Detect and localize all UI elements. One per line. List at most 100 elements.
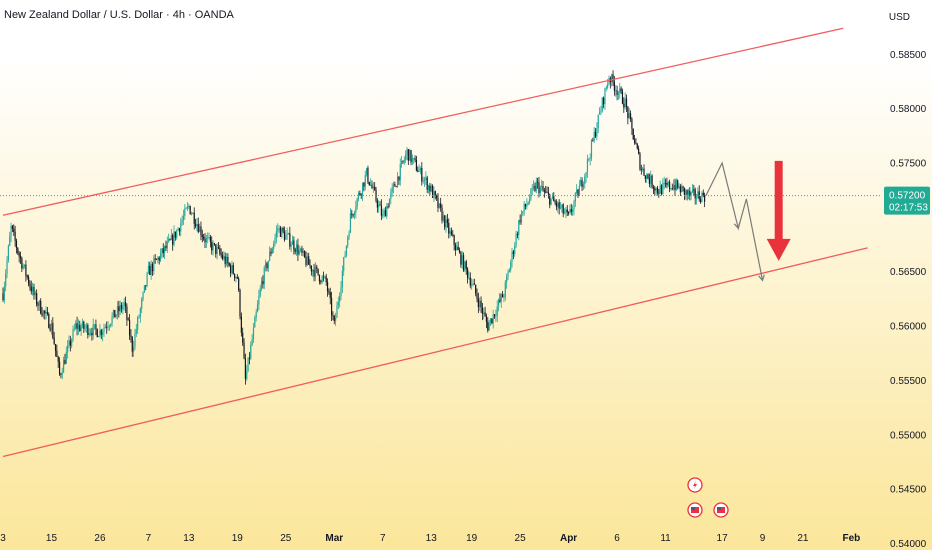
candle-body xyxy=(274,237,276,244)
candle-body xyxy=(37,304,39,306)
candle-body xyxy=(429,185,431,192)
candle-body xyxy=(476,293,478,300)
candle-body xyxy=(104,326,106,329)
candle-body xyxy=(131,337,133,352)
candle-body xyxy=(107,326,109,328)
candle-body xyxy=(120,304,123,310)
candle-body xyxy=(636,144,638,149)
candle-body xyxy=(499,299,501,302)
candle-body xyxy=(235,276,237,279)
x-tick-label: 6 xyxy=(614,533,620,544)
candle-body xyxy=(186,206,189,209)
candle-body xyxy=(40,300,42,314)
candle-body xyxy=(422,180,424,182)
candle-body xyxy=(492,314,494,324)
candle-body xyxy=(508,270,510,273)
candle-body xyxy=(430,185,432,192)
candle-body xyxy=(395,186,397,188)
candle-body xyxy=(574,193,576,202)
candle-body xyxy=(56,350,58,357)
candle-body xyxy=(81,321,84,328)
x-tick-label: 19 xyxy=(232,533,244,544)
candle-body xyxy=(406,149,408,155)
candle-body xyxy=(349,213,352,233)
candle-body xyxy=(510,261,512,271)
candle-body xyxy=(297,244,299,255)
candle-body xyxy=(633,139,636,143)
candle-body xyxy=(673,185,675,190)
candle-body xyxy=(61,372,63,375)
candle-body xyxy=(479,300,481,308)
candle-body xyxy=(627,106,629,119)
candle-body xyxy=(370,184,372,186)
candle-body xyxy=(347,237,349,246)
candle-body xyxy=(9,236,11,246)
candle-body xyxy=(401,160,403,165)
candle-body xyxy=(433,191,435,198)
candle-body xyxy=(260,280,263,289)
candle-body xyxy=(697,191,699,199)
candle-body xyxy=(196,224,198,227)
candle-body xyxy=(194,223,197,227)
candle-body xyxy=(178,228,181,232)
candle-body xyxy=(306,256,308,265)
x-tick-label: 7 xyxy=(380,533,386,544)
candle-body xyxy=(224,256,226,265)
candle-body xyxy=(594,131,597,137)
candle-body xyxy=(185,208,187,209)
channel-upper-line[interactable] xyxy=(2,27,844,216)
candle-body xyxy=(294,249,296,252)
candle-body xyxy=(651,175,653,188)
candle-body xyxy=(359,193,361,195)
candle-body xyxy=(573,201,575,210)
candle-body xyxy=(352,214,354,216)
candle-body xyxy=(410,150,412,163)
candle-body xyxy=(528,199,531,203)
candle-body xyxy=(310,265,312,272)
candle-body xyxy=(320,281,322,283)
candle-body xyxy=(601,97,603,111)
candle-body xyxy=(54,344,57,351)
candle-body xyxy=(126,306,128,320)
candle-body xyxy=(504,282,506,297)
candle-body xyxy=(53,337,55,345)
candle-body xyxy=(45,312,47,314)
candle-body xyxy=(421,167,423,182)
candle-body xyxy=(150,264,152,275)
price-tag-box xyxy=(884,186,930,215)
event-icons xyxy=(687,477,729,518)
candle-body xyxy=(477,299,479,308)
candle-body xyxy=(215,244,217,254)
candle-body xyxy=(11,225,14,229)
candle-body xyxy=(298,250,300,255)
y-tick-label: 0.55000 xyxy=(890,430,927,441)
candle-body xyxy=(399,164,401,181)
candle-body xyxy=(487,321,489,331)
candle-body xyxy=(322,276,325,278)
candle-body xyxy=(26,275,28,277)
candle-body xyxy=(291,240,294,245)
target-arrow[interactable] xyxy=(766,160,791,261)
candle-body xyxy=(295,244,298,252)
candle-body xyxy=(497,299,500,307)
candle-body xyxy=(402,160,404,162)
candle-body xyxy=(384,210,387,217)
candle-body xyxy=(423,179,426,181)
candle-body xyxy=(343,257,345,272)
candle-body xyxy=(100,330,102,335)
candle-body xyxy=(130,335,132,338)
candle-body xyxy=(409,150,411,161)
candle-body xyxy=(221,254,224,259)
candle-body xyxy=(702,192,704,196)
candle-body xyxy=(611,74,613,83)
candle-body xyxy=(60,374,62,375)
channel-lower-line[interactable] xyxy=(2,247,868,458)
y-tick-label: 0.56000 xyxy=(890,322,927,333)
x-tick-label: Mar xyxy=(325,533,343,544)
x-tick-label: 19 xyxy=(466,533,478,544)
candle-body xyxy=(127,319,129,321)
candle-body xyxy=(211,241,213,251)
price-tag-price: 0.57200 xyxy=(889,191,926,202)
